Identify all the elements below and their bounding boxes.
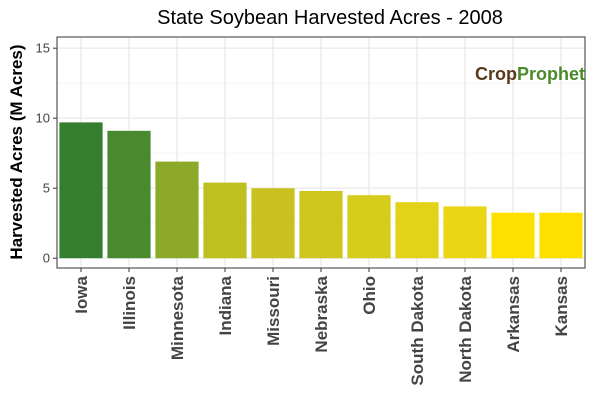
bar-indiana: [203, 182, 247, 259]
y-tick-label: 5: [43, 181, 50, 196]
bar-ohio: [347, 195, 391, 259]
bar-kansas: [539, 212, 583, 259]
x-axis-ticks: Iowa Illinois Minnesota Indiana Missouri Nebr…: [72, 268, 571, 386]
y-tick-label: 10: [36, 111, 50, 126]
bar-arkansas: [491, 212, 535, 259]
x-tick-label: Illinois: [120, 276, 139, 330]
x-tick-label: Missouri: [264, 276, 283, 346]
bar-iowa: [59, 122, 103, 259]
x-tick-label: Ohio: [360, 276, 379, 315]
y-tick-label: 0: [43, 251, 50, 266]
bars: [59, 122, 583, 259]
chart-title: State Soybean Harvested Acres - 2008: [157, 7, 503, 29]
y-axis-ticks: 0 5 10 15: [36, 41, 57, 266]
cropprophet-logo: CropProphet: [475, 64, 585, 84]
bar-nebraska: [299, 191, 343, 259]
x-tick-label: North Dakota: [456, 275, 475, 382]
logo-part-crop: Crop: [475, 64, 517, 84]
bar-illinois: [107, 130, 151, 259]
x-tick-label: Nebraska: [312, 275, 331, 352]
x-tick-label: Arkansas: [504, 276, 523, 353]
x-tick-label: South Dakota: [408, 275, 427, 385]
svg-text:CropProphet: CropProphet: [475, 64, 585, 84]
bar-missouri: [251, 188, 295, 259]
logo-part-prophet: Prophet: [517, 64, 585, 84]
bar-minnesota: [155, 161, 199, 259]
x-tick-label: Minnesota: [168, 275, 187, 360]
bar-south-dakota: [395, 202, 439, 259]
y-tick-label: 15: [36, 41, 50, 56]
x-tick-label: Iowa: [72, 275, 91, 313]
bar-north-dakota: [443, 206, 487, 259]
x-tick-label: Kansas: [552, 276, 571, 336]
x-tick-label: Indiana: [216, 275, 235, 335]
y-axis-label: Harvested Acres (M Acres): [7, 44, 26, 259]
